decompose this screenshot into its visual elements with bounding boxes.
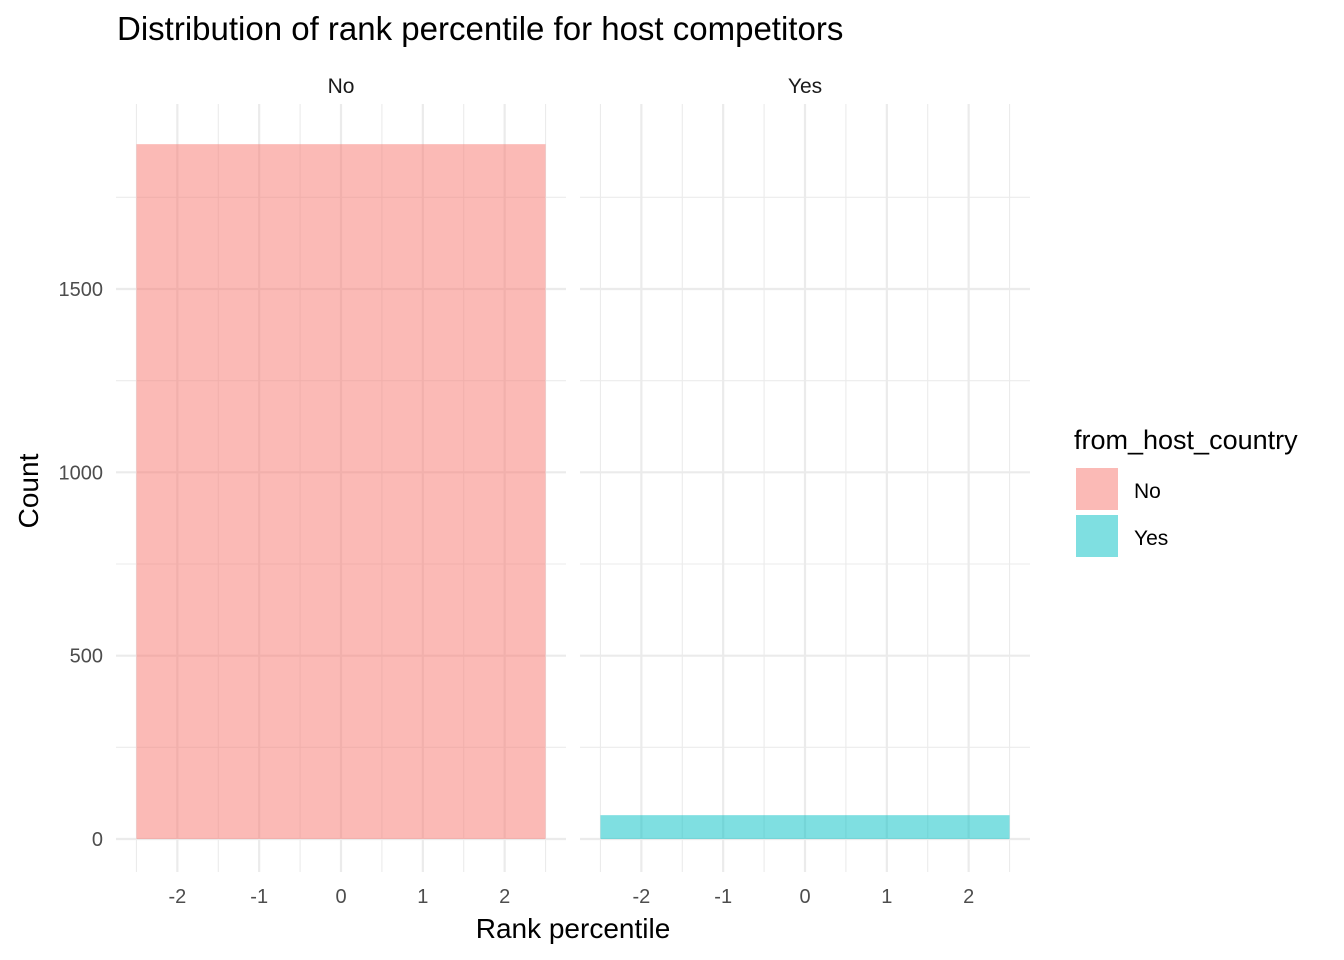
legend-label-yes: Yes [1134, 527, 1168, 550]
facet-panel-no: No -2 -1 0 1 2 [116, 75, 566, 908]
y-tick-label: 1500 [59, 279, 104, 301]
histogram-bar [136, 144, 546, 839]
facet-panel-yes: Yes -2 -1 0 1 2 [580, 75, 1030, 908]
facet-strip-label: No [328, 75, 355, 98]
facet-strip-label: Yes [788, 75, 822, 98]
legend-title: from_host_country [1074, 425, 1298, 455]
x-tick-label: 2 [499, 886, 510, 908]
x-tick-label: -1 [714, 886, 732, 908]
y-tick-label: 0 [92, 829, 103, 851]
x-tick-label: -2 [168, 886, 186, 908]
histogram-bar [600, 815, 1010, 839]
x-tick-label: -2 [632, 886, 650, 908]
x-tick-label: 0 [799, 886, 810, 908]
legend-key-no [1076, 468, 1118, 510]
chart-title: Distribution of rank percentile for host… [117, 10, 843, 47]
x-tick-label: 1 [417, 886, 428, 908]
x-tick-label: 1 [881, 886, 892, 908]
y-tick-label: 1000 [59, 462, 104, 484]
legend-key-yes [1076, 515, 1118, 557]
x-tick-label: -1 [250, 886, 268, 908]
x-tick-label: 0 [335, 886, 346, 908]
y-axis-ticks: 0 500 1000 1500 [59, 279, 104, 851]
legend: from_host_country No Yes [1074, 425, 1298, 557]
x-axis-title: Rank percentile [476, 913, 671, 944]
y-axis-title: Count [13, 453, 44, 528]
y-tick-label: 500 [70, 646, 103, 668]
facet-panels: No -2 -1 0 1 2 Yes -2 -1 0 1 2 0 500 1000 1500 [59, 75, 1030, 908]
legend-label-no: No [1134, 480, 1161, 503]
x-tick-label: 2 [963, 886, 974, 908]
